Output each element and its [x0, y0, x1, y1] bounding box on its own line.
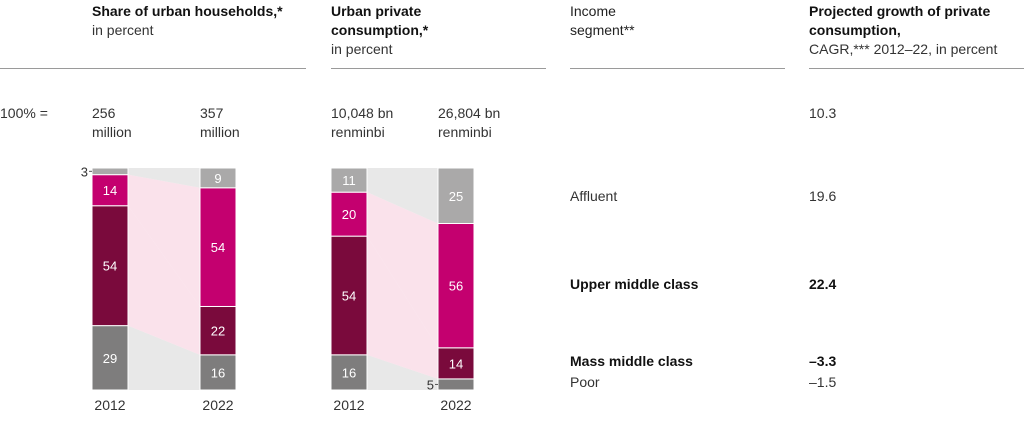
data-label: 14	[449, 356, 463, 371]
total-hh-2022-unit: million	[200, 124, 240, 140]
bridge-mass	[367, 236, 438, 379]
consumption-title: Urban private consumption,*	[331, 3, 429, 38]
bridge-poor	[367, 354, 438, 390]
bridge-upper	[128, 174, 200, 307]
consumption-header: Urban private consumption,* in percent	[331, 2, 481, 59]
bridge-mass	[128, 205, 200, 355]
data-label: 54	[211, 240, 225, 255]
bar-2022-mass	[199, 305, 237, 356]
data-label: 14	[103, 183, 117, 198]
x-tick-label: 2022	[202, 397, 233, 413]
consumption-subtitle: in percent	[331, 41, 393, 57]
bar-2012-mass	[91, 205, 129, 327]
growth-value: –1.5	[809, 374, 837, 390]
x-tick-label: 2022	[440, 397, 471, 413]
bar-2012-upper	[330, 191, 368, 237]
header-rule-1	[0, 68, 306, 69]
total-cons-2012: 10,048 bn renminbi	[331, 104, 393, 142]
total-label: 100% =	[0, 105, 48, 121]
data-label: 25	[449, 189, 463, 204]
growth-value: –3.3	[809, 353, 837, 369]
data-label: 29	[103, 351, 117, 366]
growth-value: 10.3	[809, 105, 837, 121]
total-cons-2022: 26,804 bn renminbi	[438, 104, 500, 142]
bar-2022-upper	[437, 223, 475, 349]
total-cons-2012-unit: renminbi	[331, 124, 385, 140]
bridge-affluent	[128, 168, 200, 188]
total-hh-2022-value: 357	[200, 105, 224, 121]
growth-value: 19.6	[809, 188, 837, 204]
bar-2012-poor	[91, 325, 129, 391]
total-cons-2012-value: 10,048 bn	[331, 105, 394, 121]
households-header: Share of urban households,* in percent	[92, 2, 292, 40]
growth-subtitle: CAGR,*** 2012–22, in percent	[809, 41, 998, 57]
total-hh-2012: 256 million	[92, 104, 132, 142]
x-tick-label: 2012	[94, 397, 125, 413]
total-hh-2012-value: 256	[92, 105, 116, 121]
bridge-poor	[128, 325, 200, 390]
bar-2012-mass	[330, 235, 368, 356]
segment-label: Upper middle class	[570, 276, 699, 292]
data-label: 22	[211, 324, 225, 339]
bar-2012-upper	[91, 174, 129, 207]
data-label: 54	[342, 288, 356, 303]
header-rule-2	[331, 68, 546, 69]
header-rule-3	[570, 68, 785, 69]
data-label: 20	[342, 207, 356, 222]
bridge-upper	[367, 192, 438, 348]
segment-label: Affluent	[570, 188, 618, 204]
segment-title: Income segment**	[570, 3, 635, 38]
total-cons-2022-value: 26,804 bn	[438, 105, 501, 121]
growth-header: Projected growth of private consumption,…	[809, 2, 1024, 59]
bar-2022-affluent	[199, 167, 237, 189]
bar-2012-poor	[330, 354, 368, 391]
segment-header: Income segment**	[570, 2, 680, 40]
header-rule-4	[809, 68, 1024, 69]
total-cons-2022-unit: renminbi	[438, 124, 492, 140]
data-label: 56	[449, 279, 463, 294]
bar-2022-affluent	[437, 167, 475, 224]
segment-label: Mass middle class	[570, 353, 693, 369]
total-hh-2012-unit: million	[92, 124, 132, 140]
growth-title: Projected growth of private consumption,	[809, 3, 991, 38]
bridge-affluent	[367, 168, 438, 224]
bar-2022-mass	[437, 347, 475, 380]
growth-value: 22.4	[809, 276, 837, 292]
x-tick-label: 2012	[333, 397, 364, 413]
households-subtitle: in percent	[92, 22, 154, 38]
data-label: 11	[342, 173, 356, 188]
data-label: 5	[427, 377, 434, 392]
bar-2022-poor	[437, 378, 475, 391]
bar-2012-affluent	[91, 167, 129, 176]
households-title: Share of urban households,*	[92, 3, 283, 19]
data-label: 3	[81, 164, 88, 179]
data-label: 16	[342, 365, 356, 380]
segment-label: Poor	[570, 374, 600, 390]
bar-2012-affluent	[330, 167, 368, 193]
data-label: 9	[214, 171, 221, 186]
data-label: 16	[211, 365, 225, 380]
total-hh-2022: 357 million	[200, 104, 240, 142]
data-label: 54	[103, 259, 117, 274]
